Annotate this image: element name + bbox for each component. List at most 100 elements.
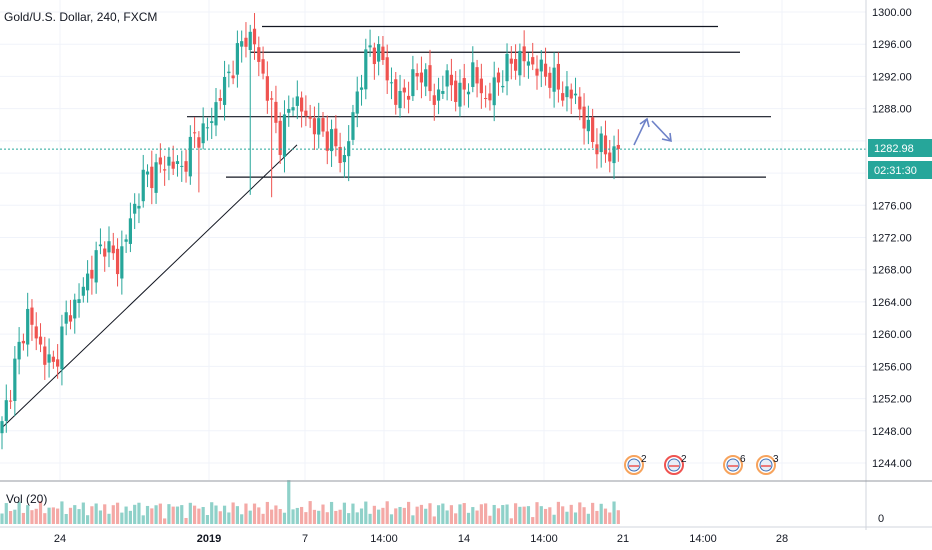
arrow-head-down <box>661 132 672 143</box>
candle-body <box>505 53 509 82</box>
candle-body <box>522 46 526 62</box>
projection-arrow-down[interactable] <box>651 120 671 141</box>
candle <box>496 67 501 96</box>
candle <box>578 87 582 121</box>
candle-body <box>38 336 43 345</box>
candle <box>17 327 21 375</box>
candle <box>103 241 107 272</box>
volume-bar <box>274 505 278 524</box>
candle-body <box>385 57 389 81</box>
candle-body <box>235 43 239 75</box>
candle-body <box>274 101 278 123</box>
candle <box>518 43 522 86</box>
price-tick-label: 1260.00 <box>872 329 912 341</box>
candle <box>257 36 261 77</box>
volume-bar <box>441 503 445 524</box>
event-markers[interactable]: 2 2 6 3 <box>624 454 779 475</box>
candle-body <box>193 132 197 134</box>
candle <box>68 299 73 330</box>
candle-body <box>334 128 338 147</box>
candle-body <box>535 68 539 76</box>
candle <box>586 105 590 145</box>
volume-bar <box>171 506 175 524</box>
trendline[interactable] <box>2 144 298 428</box>
candle <box>436 77 441 115</box>
candle <box>8 389 13 409</box>
candle-body <box>364 49 368 90</box>
candle-body <box>227 71 231 74</box>
candle <box>282 100 287 173</box>
price-tick-label: 1272.00 <box>872 233 912 245</box>
candle <box>235 30 239 88</box>
volume-bar <box>77 509 81 524</box>
volume-bar <box>300 506 304 524</box>
time-tick-label: 2019 <box>197 533 221 545</box>
candle-body <box>51 356 55 362</box>
volume-bar <box>244 503 248 524</box>
candle-body <box>124 239 128 242</box>
economic-event-marker[interactable]: 2 <box>624 454 647 475</box>
candle <box>582 93 586 145</box>
volume-bar <box>257 507 261 524</box>
volume-bar <box>338 509 342 524</box>
volume-bar <box>291 509 295 524</box>
volume-bar <box>265 501 269 524</box>
candle-body <box>210 121 214 123</box>
candle <box>38 323 43 353</box>
candle <box>351 104 355 146</box>
candle <box>471 46 475 93</box>
event-count: 2 <box>641 454 647 465</box>
candle-body <box>338 146 342 164</box>
candle-body <box>47 354 51 363</box>
time-axis[interactable]: 24 2019 7 14:00 14 14:00 21 14:00 28 <box>0 480 932 545</box>
arrow-head-up <box>639 117 650 128</box>
candle <box>573 77 578 105</box>
volume-bar <box>60 501 64 524</box>
candle <box>479 63 483 109</box>
candle-body <box>514 59 518 71</box>
candle <box>428 49 432 101</box>
candle <box>484 85 488 108</box>
volume-bar <box>51 507 55 524</box>
candle-body <box>68 315 73 322</box>
candle-body <box>240 41 244 47</box>
volume-bar <box>471 507 475 524</box>
candle-body <box>603 135 608 155</box>
volume-bar <box>436 505 441 524</box>
economic-event-marker[interactable]: 3 <box>756 454 779 475</box>
candle-body <box>304 110 308 116</box>
candle-body <box>8 400 13 402</box>
price-axis[interactable]: 1244.00 1248.00 1252.00 1256.00 1260.00 1264.… <box>865 0 912 530</box>
projection-arrow-up[interactable] <box>633 119 647 146</box>
volume-bar <box>133 504 137 524</box>
price-tick-label: 1276.00 <box>872 200 912 212</box>
volume-bar <box>424 508 428 524</box>
candle <box>295 80 299 120</box>
economic-event-marker[interactable]: 2 <box>664 454 687 475</box>
candle <box>205 117 210 141</box>
candle <box>133 193 137 230</box>
candle <box>505 43 509 96</box>
candle-body <box>436 89 441 101</box>
candle <box>329 119 334 167</box>
volume-bar <box>377 509 381 524</box>
drawings-front[interactable] <box>0 117 866 150</box>
volume-bar <box>535 502 539 524</box>
candle-body <box>188 136 192 177</box>
price-tick-label: 1300.00 <box>872 7 912 19</box>
volume-bar <box>17 501 21 524</box>
candle <box>599 126 603 168</box>
volume-bar <box>381 507 385 524</box>
candle <box>402 79 406 109</box>
candle-body <box>565 86 569 98</box>
candle-body <box>30 307 34 325</box>
economic-event-marker[interactable]: 6 <box>723 454 746 475</box>
volume-bar <box>522 506 526 524</box>
candle-body <box>573 93 578 96</box>
candle <box>0 416 4 450</box>
candle <box>291 97 295 116</box>
candle-body <box>0 421 4 434</box>
candle-body <box>526 61 531 66</box>
